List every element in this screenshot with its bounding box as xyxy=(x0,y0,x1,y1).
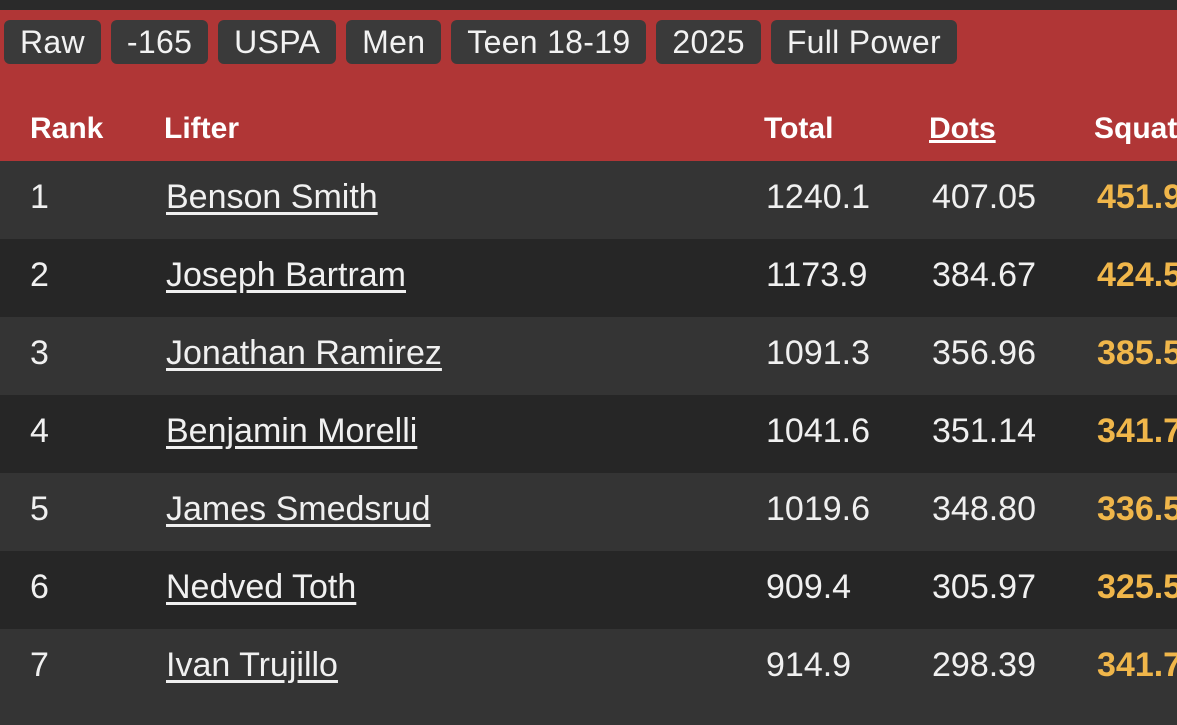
column-header-total: Total xyxy=(764,112,834,145)
table-row: 1 Benson Smith 1240.1 407.05 451.9 xyxy=(0,161,1177,239)
rank-cell: 4 xyxy=(30,412,49,450)
squat-cell: 336.5 xyxy=(1097,490,1177,528)
total-cell: 1019.6 xyxy=(766,490,870,528)
dots-cell: 305.97 xyxy=(932,568,1036,606)
rank-cell: 1 xyxy=(30,178,49,216)
table-row: 2 Joseph Bartram 1173.9 384.67 424.5 xyxy=(0,239,1177,317)
table-row: 3 Jonathan Ramirez 1091.3 356.96 385.5 xyxy=(0,317,1177,395)
squat-cell: 451.9 xyxy=(1097,178,1177,216)
total-cell: 1240.1 xyxy=(766,178,870,216)
dots-cell: 384.67 xyxy=(932,256,1036,294)
total-cell: 1173.9 xyxy=(766,256,868,294)
lifter-link[interactable]: Ivan Trujillo xyxy=(166,646,338,684)
total-cell: 1041.6 xyxy=(766,412,870,450)
table-row: 4 Benjamin Morelli 1041.6 351.14 341.7 xyxy=(0,395,1177,473)
rankings-table: 1 Benson Smith 1240.1 407.05 451.9 2 Jos… xyxy=(0,161,1177,707)
filter-chip-weight-class[interactable]: -165 xyxy=(110,20,209,64)
rank-cell: 3 xyxy=(30,334,49,372)
filter-chip-equipment[interactable]: Raw xyxy=(4,20,101,64)
column-header-squat: Squat xyxy=(1094,112,1177,145)
lifter-link[interactable]: Benjamin Morelli xyxy=(166,412,418,450)
lifter-link[interactable]: Nedved Toth xyxy=(166,568,357,606)
filter-chip-event[interactable]: Full Power xyxy=(770,20,957,64)
lifter-link[interactable]: Joseph Bartram xyxy=(166,256,406,294)
squat-cell: 341.7 xyxy=(1097,646,1177,684)
dots-cell: 298.39 xyxy=(932,646,1036,684)
dots-cell: 356.96 xyxy=(932,334,1036,372)
column-header-lifter: Lifter xyxy=(164,112,239,145)
table-row: 5 James Smedsrud 1019.6 348.80 336.5 xyxy=(0,473,1177,551)
column-header-dots[interactable]: Dots xyxy=(929,112,996,145)
rank-cell: 6 xyxy=(30,568,49,606)
squat-cell: 341.7 xyxy=(1097,412,1177,450)
squat-cell: 424.5 xyxy=(1097,256,1177,294)
dots-cell: 407.05 xyxy=(932,178,1036,216)
dots-cell: 348.80 xyxy=(932,490,1036,528)
total-cell: 1091.3 xyxy=(766,334,870,372)
filter-chip-federation[interactable]: USPA xyxy=(218,20,337,64)
total-cell: 909.4 xyxy=(766,568,852,606)
squat-cell: 325.5 xyxy=(1097,568,1177,606)
lifter-link[interactable]: James Smedsrud xyxy=(166,490,431,528)
top-strip xyxy=(0,0,1177,10)
dots-cell: 351.14 xyxy=(932,412,1036,450)
filter-chip-sex[interactable]: Men xyxy=(346,20,442,64)
rank-cell: 5 xyxy=(30,490,49,528)
table-row: 6 Nedved Toth 909.4 305.97 325.5 xyxy=(0,551,1177,629)
total-cell: 914.9 xyxy=(766,646,852,684)
lifter-link[interactable]: Benson Smith xyxy=(166,178,378,216)
lifter-link[interactable]: Jonathan Ramirez xyxy=(166,334,442,372)
filter-chip-year[interactable]: 2025 xyxy=(656,20,761,64)
table-row: 7 Ivan Trujillo 914.9 298.39 341.7 xyxy=(0,629,1177,707)
table-row-partial xyxy=(0,707,1177,725)
column-header-rank: Rank xyxy=(30,112,104,145)
filter-chip-age-class[interactable]: Teen 18-19 xyxy=(451,20,647,64)
filter-chips: Raw -165 USPA Men Teen 18-19 2025 Full P… xyxy=(4,20,957,64)
squat-cell: 385.5 xyxy=(1097,334,1177,372)
table-header: Raw -165 USPA Men Teen 18-19 2025 Full P… xyxy=(0,10,1177,161)
rank-cell: 7 xyxy=(30,646,49,684)
rank-cell: 2 xyxy=(30,256,49,294)
